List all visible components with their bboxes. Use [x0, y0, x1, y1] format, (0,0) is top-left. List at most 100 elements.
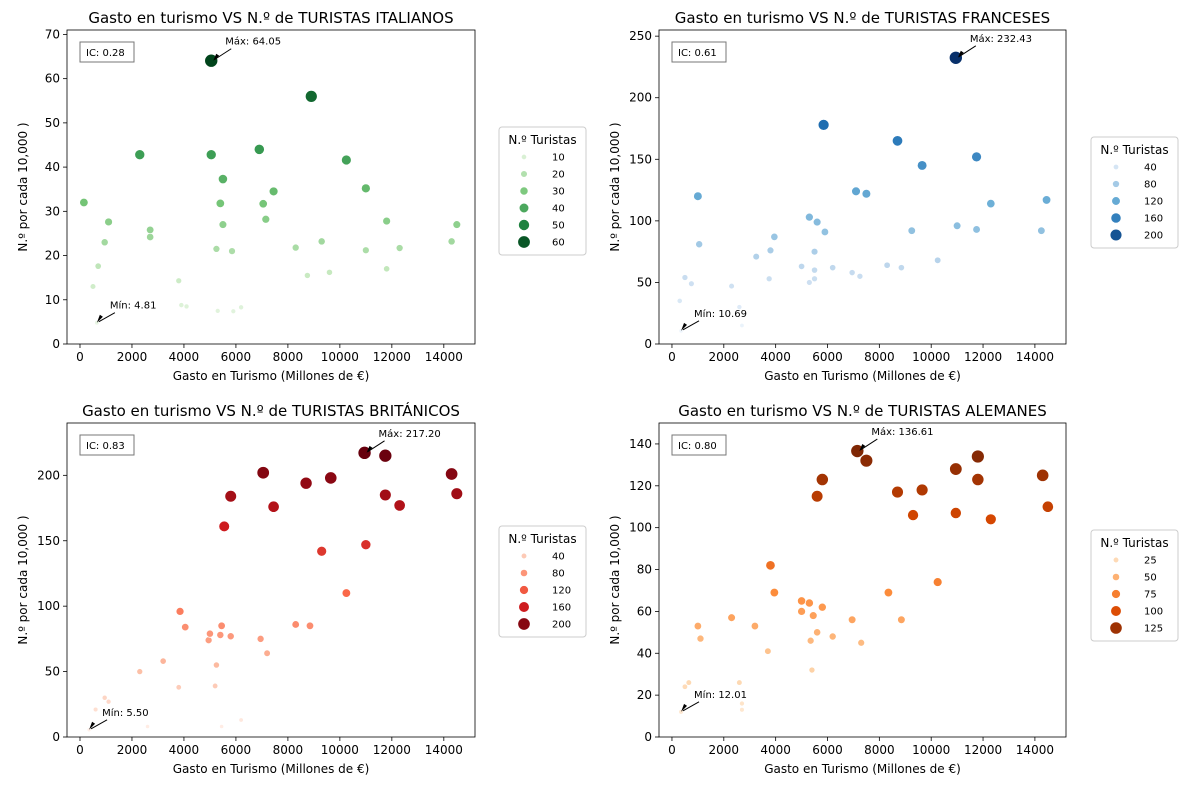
- y-tick-label: 150: [37, 534, 60, 548]
- data-point: [382, 216, 392, 226]
- data-point: [829, 264, 837, 272]
- data-point: [857, 638, 866, 647]
- chart-title: Gasto en turismo VS N.º de TURISTAS FRAN…: [675, 9, 1050, 27]
- data-point: [933, 256, 942, 265]
- data-point: [325, 268, 334, 276]
- legend-label: 75: [1144, 590, 1157, 601]
- data-point: [212, 244, 221, 253]
- x-tick-label: 2000: [117, 350, 148, 364]
- data-point: [450, 487, 464, 500]
- data-point: [739, 700, 745, 707]
- data-point: [739, 706, 745, 713]
- y-tick-label: 20: [45, 249, 60, 263]
- data-point: [1037, 226, 1046, 235]
- x-tick-label: 14000: [425, 743, 463, 757]
- data-point: [218, 520, 231, 533]
- data-point: [897, 264, 906, 272]
- data-point: [952, 221, 962, 231]
- data-point: [804, 598, 814, 608]
- ic-label: IC: 0.28: [86, 48, 125, 59]
- subplot-1: Gasto en turismo VS N.º de TURISTAS ITAL…: [16, 9, 587, 383]
- y-tick-label: 50: [45, 665, 60, 679]
- y-axis-label: N.º por cada 10,000 ): [608, 122, 622, 251]
- x-tick-label: 4000: [169, 743, 200, 757]
- y-tick-label: 200: [37, 468, 60, 482]
- data-point: [136, 668, 144, 676]
- data-point: [891, 485, 904, 499]
- max-arrow: [958, 45, 977, 58]
- data-point: [324, 471, 338, 485]
- data-point: [134, 149, 146, 161]
- data-point: [104, 217, 113, 227]
- max-label: Máx: 232.43: [970, 33, 1032, 45]
- data-point: [447, 237, 456, 246]
- data-point: [681, 274, 689, 281]
- legend: N.º Turistas 40 80 120 160 200: [498, 525, 587, 638]
- data-point: [238, 717, 244, 723]
- data-point: [291, 620, 300, 629]
- legend-label: 200: [1144, 231, 1163, 242]
- data-point: [175, 684, 182, 691]
- y-tick-label: 60: [45, 72, 60, 86]
- data-point: [948, 50, 963, 65]
- data-point: [205, 629, 215, 638]
- legend-marker: [1110, 605, 1122, 617]
- data-point: [883, 587, 894, 598]
- data-point: [316, 545, 328, 557]
- data-point: [94, 262, 102, 270]
- data-point: [258, 199, 268, 209]
- data-point: [268, 186, 279, 197]
- data-point: [765, 560, 776, 571]
- data-point: [859, 453, 874, 468]
- data-point: [915, 483, 929, 497]
- data-point: [105, 698, 112, 705]
- data-point: [89, 283, 97, 290]
- data-point: [916, 160, 928, 171]
- max-arrowhead: [859, 444, 866, 452]
- data-point: [986, 198, 996, 209]
- data-point: [92, 706, 99, 713]
- data-point: [808, 611, 818, 620]
- data-point: [806, 636, 815, 645]
- subplot-2: Gasto en turismo VS N.º de TURISTAS FRAN…: [608, 9, 1179, 383]
- data-point: [175, 606, 185, 616]
- max-arrow: [213, 48, 232, 61]
- data-point: [1041, 195, 1052, 205]
- data-point: [100, 238, 109, 247]
- data-point: [891, 135, 904, 147]
- data-point: [810, 489, 824, 503]
- data-point: [256, 466, 270, 480]
- legend-label: 40: [552, 204, 565, 215]
- data-point: [810, 247, 819, 256]
- x-tick-label: 4000: [760, 743, 791, 757]
- y-tick-label: 80: [637, 563, 652, 577]
- data-point: [984, 513, 997, 526]
- data-point: [228, 247, 236, 256]
- data-point: [303, 271, 311, 279]
- y-tick-label: 150: [629, 152, 652, 166]
- legend-title: N.º Turistas: [508, 532, 576, 546]
- data-point: [681, 683, 689, 690]
- legend-marker: [519, 568, 529, 578]
- data-point: [797, 606, 806, 616]
- x-tick-label: 12000: [964, 743, 1002, 757]
- legend-label: 125: [1144, 624, 1163, 635]
- data-point: [452, 220, 462, 229]
- legend-label: 50: [1144, 573, 1157, 584]
- x-tick-label: 8000: [864, 743, 895, 757]
- y-tick-label: 0: [644, 730, 652, 744]
- legend: N.º Turistas 25 50 75 100 125: [1090, 529, 1179, 642]
- data-point: [204, 53, 219, 68]
- data-point: [851, 186, 861, 197]
- legend-label: 160: [1144, 214, 1163, 225]
- data-point: [267, 500, 280, 513]
- x-tick-label: 6000: [812, 350, 843, 364]
- x-tick-label: 6000: [812, 743, 843, 757]
- max-label: Máx: 217.20: [379, 428, 441, 440]
- data-point: [812, 217, 822, 227]
- data-point: [752, 252, 761, 261]
- y-tick-label: 50: [637, 275, 652, 289]
- data-point: [159, 657, 167, 665]
- legend-marker: [1109, 621, 1123, 635]
- legend-marker: [1112, 180, 1120, 188]
